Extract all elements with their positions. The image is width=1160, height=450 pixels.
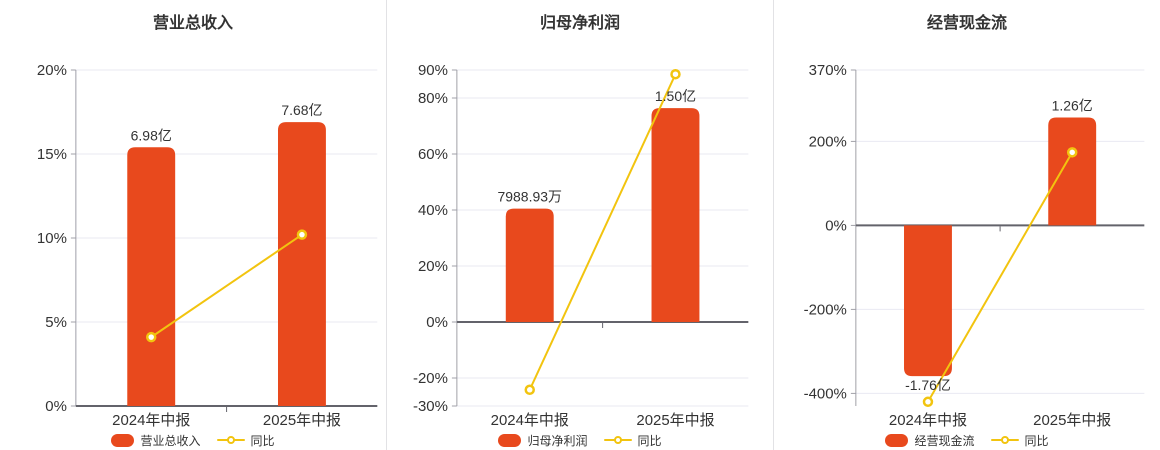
yoy-marker[interactable]: [922, 396, 934, 408]
y-tick-label: 10%: [37, 230, 67, 247]
legend-bar-label: 经营现金流: [914, 433, 975, 448]
bar-swatch-icon: [498, 433, 522, 447]
y-tick-label: 0%: [825, 217, 847, 234]
x-category-label: 2025年中报: [263, 412, 341, 429]
y-tick-label: 0%: [426, 314, 448, 331]
x-category-label: 2025年中报: [636, 412, 714, 429]
chart-title-revenue: 营业总收入: [152, 15, 233, 32]
line-marker-icon: [603, 434, 632, 447]
yoy-line: [927, 151, 1074, 403]
bar-swatch-icon: [885, 433, 909, 447]
bar-2025年中报[interactable]: [277, 122, 326, 406]
bar-value-label: 6.98亿: [131, 127, 172, 143]
y-tick-label: 80%: [418, 90, 448, 107]
y-tick-label: 15%: [37, 146, 67, 163]
yoy-marker[interactable]: [145, 331, 157, 343]
chart-title-cash-flow: 经营现金流: [926, 15, 1007, 32]
y-tick-label: 60%: [418, 146, 448, 163]
legend-bar-label: 营业总收入: [140, 433, 201, 448]
y-tick-label: 90%: [418, 62, 448, 79]
y-tick-label: -30%: [413, 398, 448, 415]
chart-panel-revenue: 营业总收入 0% 5% 10% 15% 20% 6.98亿 7.68亿 2024年中报 2025…: [0, 0, 386, 450]
legend-item-bar[interactable]: 营业总收入: [111, 432, 201, 449]
y-tick-label: 40%: [418, 202, 448, 219]
bar-2024年中报[interactable]: [505, 208, 554, 322]
y-tick-label: 200%: [809, 133, 847, 150]
chart-panel-net-profit: 归母净利润 -30% -20% 0% 20% 40% 60% 80% 90% 7988.93万 1…: [386, 0, 773, 450]
bar-value-label: 7988.93万: [498, 189, 562, 205]
y-tick-label: 20%: [418, 258, 448, 275]
line-marker-icon: [990, 434, 1019, 447]
legend-item-bar[interactable]: 归母净利润: [498, 432, 588, 449]
legend-item-line[interactable]: 同比: [216, 432, 275, 449]
chart-canvas-net-profit: -30% -20% 0% 20% 40% 60% 80% 90% 7988.93万 1.50亿 20…: [413, 62, 749, 429]
bar-2025年中报[interactable]: [1048, 117, 1097, 226]
legend-item-line[interactable]: 同比: [990, 432, 1049, 449]
y-tick-label: 5%: [45, 314, 67, 331]
line-marker-icon: [216, 434, 245, 447]
bar-value-label: 1.26亿: [1052, 97, 1093, 113]
legend-revenue: 营业总收入 同比: [0, 430, 386, 450]
y-tick-label: -20%: [413, 370, 448, 387]
bar-2024年中报[interactable]: [127, 147, 176, 406]
legend-item-bar[interactable]: 经营现金流: [885, 432, 975, 449]
legend-line-label: 同比: [250, 433, 275, 448]
bar-2025年中报[interactable]: [651, 108, 700, 322]
x-category-label: 2024年中报: [112, 412, 190, 429]
legend-line-label: 同比: [1024, 433, 1049, 448]
bar-value-label: 7.68亿: [281, 102, 322, 118]
y-tick-label: -200%: [804, 301, 847, 318]
x-category-label: 2024年中报: [491, 412, 569, 429]
y-tick-label: 20%: [37, 62, 67, 79]
x-category-label: 2025年中报: [1033, 412, 1111, 429]
bar-2024年中报[interactable]: [904, 225, 952, 377]
yoy-marker[interactable]: [524, 384, 535, 396]
chart-title-net-profit: 归母净利润: [539, 15, 620, 32]
chart-canvas-revenue: 0% 5% 10% 15% 20% 6.98亿 7.68亿 2024年中报 2025年中报: [37, 62, 378, 429]
legend-cash-flow: 经营现金流 同比: [774, 430, 1160, 450]
legend-line-label: 同比: [637, 433, 662, 448]
yoy-line: [528, 73, 677, 391]
legend-net-profit: 归母净利润 同比: [387, 430, 773, 450]
x-category-label: 2024年中报: [889, 412, 967, 429]
chart-canvas-cash-flow: -400% -200% 0% 200% 370% -1.76亿 1.26亿 2024年中报 20…: [804, 62, 1145, 429]
yoy-marker[interactable]: [670, 68, 681, 80]
bar-value-label: -1.76亿: [905, 377, 951, 393]
y-tick-label: -400%: [804, 385, 847, 402]
bar-swatch-icon: [111, 433, 135, 447]
legend-item-line[interactable]: 同比: [603, 432, 662, 449]
y-tick-label: 370%: [809, 62, 847, 79]
chart-panel-cash-flow: 经营现金流 -400% -200% 0% 200% 370% -1.76亿 1.26亿 202…: [773, 0, 1160, 450]
yoy-line: [150, 233, 303, 338]
bar-value-label: 1.50亿: [655, 88, 696, 104]
yoy-marker[interactable]: [296, 229, 308, 240]
yoy-marker[interactable]: [1066, 147, 1078, 158]
legend-bar-label: 归母净利润: [527, 433, 588, 448]
y-tick-label: 0%: [45, 398, 67, 415]
